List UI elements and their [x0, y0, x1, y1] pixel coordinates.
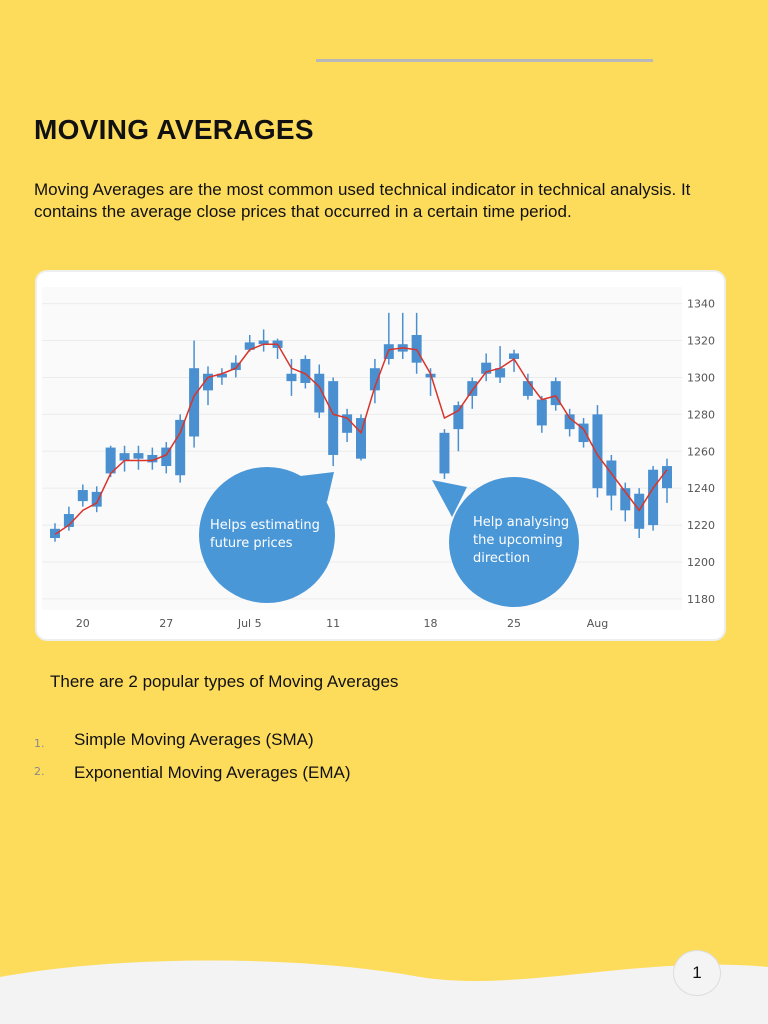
candle-body	[369, 368, 380, 391]
candle-body	[592, 414, 603, 489]
candle-body	[50, 528, 60, 539]
callout-text: the upcoming	[473, 533, 563, 548]
x-tick-label: 27	[159, 617, 173, 630]
candle-body	[356, 418, 366, 459]
candle-body	[300, 358, 311, 383]
candle-body	[509, 353, 519, 359]
callout-text: future prices	[210, 536, 293, 551]
title: MOVING AVERAGES	[34, 114, 314, 145]
candle-body	[258, 340, 269, 345]
footer-wave	[0, 960, 768, 1024]
intro: Moving Averages are the most common used…	[34, 180, 691, 221]
list-marker: 1.	[34, 737, 45, 750]
candle-body	[119, 453, 130, 461]
candle-body	[203, 373, 213, 391]
chart-card: 1180 1200 1220 1240 1260 1280 1300 1320 1340 20 27…	[35, 270, 726, 641]
candle-body	[606, 460, 617, 496]
y-tick-label: 1180	[687, 593, 715, 606]
top-rule	[316, 59, 653, 62]
candle-body	[411, 334, 422, 363]
callout-text: Help analysing	[473, 515, 569, 530]
callout-text: Helps estimating	[210, 518, 320, 533]
callout	[449, 477, 579, 607]
candle-body	[91, 491, 102, 507]
y-tick-label: 1260	[687, 445, 715, 458]
candle-body	[63, 514, 74, 527]
candle-body	[550, 381, 561, 406]
x-tick-label: Jul 5	[237, 617, 262, 630]
candle-body	[439, 432, 450, 474]
candle-body	[161, 447, 172, 467]
y-tick-label: 1320	[687, 335, 715, 348]
y-tick-label: 1280	[687, 408, 715, 421]
y-tick-label: 1200	[687, 556, 715, 569]
callout-pointer	[432, 480, 467, 517]
y-tick-label: 1300	[687, 371, 715, 384]
callout	[199, 467, 335, 603]
x-tick-label: 18	[424, 617, 438, 630]
candle-body	[620, 488, 631, 511]
list-item: Simple Moving Averages (SMA)	[74, 730, 314, 749]
candle-body	[230, 362, 241, 371]
candle-body	[467, 381, 478, 396]
list-marker: 2.	[34, 765, 45, 778]
candle-body	[328, 381, 339, 455]
candle-body	[662, 466, 672, 489]
types-intro: There are 2 popular types of Moving Aver…	[50, 672, 399, 691]
candle-body	[147, 454, 158, 463]
y-tick-label: 1340	[687, 298, 715, 311]
candle-body	[189, 368, 200, 437]
candle-body	[578, 423, 589, 443]
candle-body	[564, 414, 575, 430]
x-tick-label: 25	[507, 617, 521, 630]
candle-body	[481, 362, 492, 374]
candle-body	[648, 469, 659, 526]
candle-body	[536, 399, 547, 426]
candle-body	[314, 373, 325, 413]
list-item: Exponential Moving Averages (EMA)	[74, 763, 351, 782]
callout-text: direction	[473, 551, 530, 566]
x-tick-label: 20	[76, 617, 90, 630]
chart: 1180 1200 1220 1240 1260 1280 1300 1320 1340 20 27…	[42, 287, 715, 630]
y-tick-label: 1240	[687, 482, 715, 495]
candle-body	[522, 381, 533, 396]
candle-body	[342, 414, 353, 433]
page-number[interactable]: 1	[673, 950, 721, 996]
candle-body	[175, 419, 186, 476]
candle-body	[495, 368, 506, 378]
candle-body	[244, 342, 255, 350]
x-tick-label: 11	[326, 617, 340, 630]
y-tick-label: 1220	[687, 519, 715, 532]
x-tick-label: Aug	[587, 617, 608, 630]
candle-body	[453, 405, 464, 430]
wave	[0, 960, 768, 1024]
candle-body	[77, 490, 88, 502]
candle-body	[216, 373, 227, 378]
candle-body	[286, 373, 297, 382]
candle-body	[105, 447, 116, 474]
candle-body	[133, 453, 144, 459]
moving-average-line	[54, 343, 668, 535]
